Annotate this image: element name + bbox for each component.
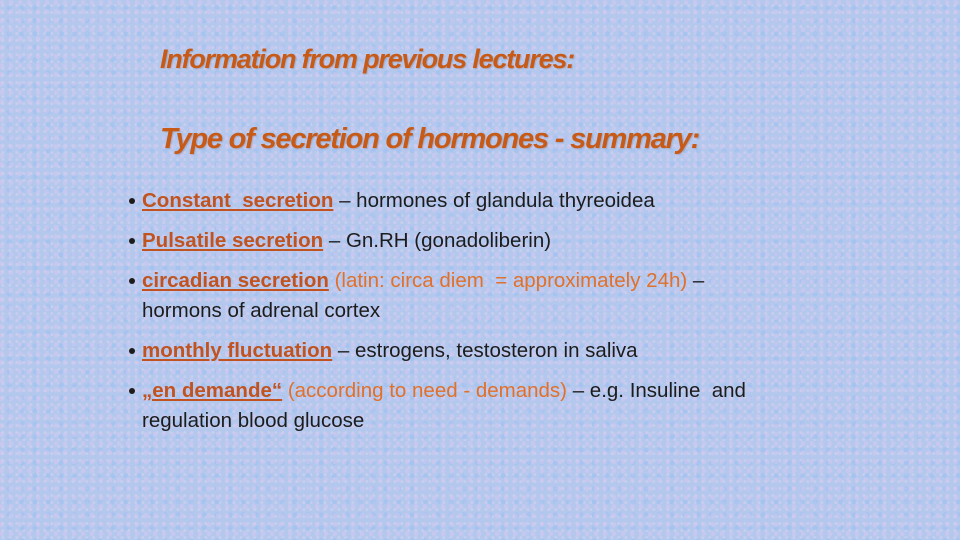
bullet-text: – Gn.RH (gonadoliberin) xyxy=(323,229,552,252)
bullet-item: monthly fluctuation – estrogens, testost… xyxy=(128,336,778,366)
bullet-term: monthly fluctuation xyxy=(142,339,333,362)
bullet-dot xyxy=(129,198,135,204)
bullet-item: Pulsatile secretion – Gn.RH (gonadoliber… xyxy=(128,226,778,256)
bullet-term: circadian secretion xyxy=(142,269,329,292)
bullet-text: – estrogens, testosteron in saliva xyxy=(332,339,638,362)
bullet-list: Constant secretion – hormones of glandul… xyxy=(128,186,778,446)
bullet-term: Pulsatile secretion xyxy=(142,229,324,252)
bullet-note: (latin: circa diem = approximately 24h) xyxy=(328,269,688,292)
bullet-term: „en demande“ xyxy=(142,379,283,402)
bullet-dot xyxy=(129,348,135,354)
bullet-dot xyxy=(129,388,135,394)
bullet-item: Constant secretion – hormones of glandul… xyxy=(128,186,778,216)
bullet-note: (according to need - demands) xyxy=(282,379,568,402)
bullet-item: „en demande“ (according to need - demand… xyxy=(128,376,778,436)
bullet-dot xyxy=(129,238,135,244)
bullet-text: – e.g. Insuline and regulation blood glu… xyxy=(142,379,752,432)
bullet-term: Constant secretion xyxy=(142,189,334,212)
bullet-text: – hormons of adrenal cortex xyxy=(142,269,711,322)
bullet-dot xyxy=(129,278,135,284)
bullet-text: – hormones of glandula thyreoidea xyxy=(333,189,655,212)
title: Information from previous lectures: xyxy=(160,44,575,74)
subtitle: Type of secretion of hormones - summary: xyxy=(160,123,700,155)
bullet-item: circadian secretion (latin: circa diem =… xyxy=(128,266,778,326)
